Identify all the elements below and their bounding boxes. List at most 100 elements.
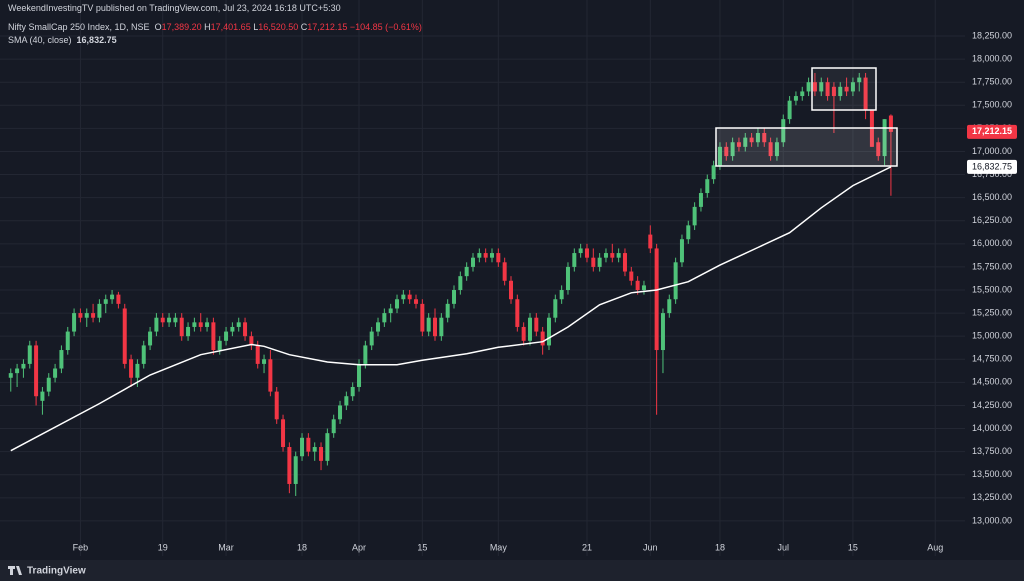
candle-body [565, 266, 570, 291]
ohlc-value: 17,212.15 [307, 22, 348, 32]
candle-body [91, 313, 96, 318]
x-tick-label: Jun [643, 542, 658, 552]
candle-body [768, 142, 773, 157]
x-tick-label: 18 [715, 542, 725, 552]
x-tick-label: Apr [352, 542, 366, 552]
candle-body [15, 368, 20, 374]
y-tick-label: 15,250.00 [972, 307, 1012, 317]
candle-body [369, 331, 374, 346]
x-tick-label: 18 [297, 542, 307, 552]
candle-body [40, 391, 45, 401]
candle-body [420, 303, 425, 332]
last-price-badge [967, 124, 1017, 139]
candle-body [293, 456, 298, 484]
candle-body [179, 317, 184, 337]
candle-body [819, 82, 824, 92]
candle-body [489, 253, 494, 258]
candle-body [382, 313, 387, 323]
candle-body [53, 368, 58, 378]
candle-body [755, 132, 760, 143]
y-tick-label: 16,750.00 [972, 169, 1012, 179]
ohlc-values: O17,389.20 H17,401.65 L16,520.50 C17,212… [155, 22, 350, 32]
overlay: 13,000.00 13,250.00 13,500.00 13,750.00 14,0… [73, 30, 1017, 552]
candle-body [521, 326, 526, 341]
candle-body [527, 317, 532, 341]
footer-brand: TradingView [27, 566, 86, 577]
candle-body [888, 115, 893, 132]
ohlc-value: 17,389.20 [161, 22, 202, 32]
x-tick-label: Aug [927, 542, 943, 552]
candle-body [825, 82, 830, 97]
candle-body [673, 262, 678, 300]
candle-body [274, 391, 279, 420]
candle-body [103, 299, 108, 304]
candle-body [610, 253, 615, 258]
y-tick-label: 13,500.00 [972, 469, 1012, 479]
candle-body [762, 132, 767, 143]
candle-body [154, 317, 159, 332]
y-tick-label: 15,000.00 [972, 331, 1012, 341]
candle-body [515, 299, 520, 327]
candle-body [857, 77, 862, 83]
candle-body [21, 363, 26, 369]
candle-body [781, 119, 786, 143]
footer-bar [0, 560, 1024, 581]
candle-body [122, 308, 127, 364]
candle-body [395, 299, 400, 309]
candle-body [312, 447, 317, 452]
candle-body [584, 248, 589, 258]
candle-body [844, 86, 849, 92]
candle-body [27, 345, 32, 364]
candle-body [724, 146, 729, 157]
candle-body [591, 257, 596, 267]
ohlc-label: C [300, 22, 308, 32]
candle-body [686, 225, 691, 240]
candle-body [717, 146, 722, 166]
candle-body [78, 313, 83, 318]
candle-body [205, 322, 210, 327]
candle-body [850, 82, 855, 92]
candle-body [496, 253, 501, 263]
candle-body [660, 313, 665, 351]
candle-body [736, 142, 741, 147]
candle-body [407, 294, 412, 300]
candle-body [882, 119, 887, 157]
candle-body [236, 322, 241, 327]
candle-body [705, 179, 710, 194]
candle-body [135, 363, 140, 378]
candle-body [546, 317, 551, 346]
candle-body [464, 266, 469, 277]
candle-body [306, 437, 311, 452]
candle-body [433, 317, 438, 337]
top-box [811, 67, 877, 111]
y-tick-label: 14,250.00 [972, 400, 1012, 410]
x-tick-label: 21 [582, 542, 592, 552]
y-tick-label: 18,000.00 [972, 53, 1012, 63]
candle-body [648, 234, 653, 249]
candle-body [388, 308, 393, 314]
candle-body [654, 248, 659, 351]
y-tick-label: 18,250.00 [972, 30, 1012, 40]
candle-body [711, 165, 716, 180]
candle-body [46, 377, 51, 392]
y-tick-label: 13,000.00 [972, 515, 1012, 525]
candle-body [800, 91, 805, 97]
candle-body [167, 317, 172, 323]
candle-body [667, 299, 672, 314]
candle-body [116, 294, 121, 304]
candle-body [439, 317, 444, 337]
candle-body [414, 299, 419, 304]
sma-line [10, 166, 892, 452]
logo [8, 566, 22, 575]
candle-body [331, 419, 336, 434]
candle-body [217, 340, 222, 351]
candle-body [325, 433, 330, 461]
symbol-title: Nifty SmallCap 250 Index, 1D, NSE [8, 22, 150, 32]
candle-body [65, 331, 70, 351]
candle-body [572, 253, 577, 267]
ohlc-label: L [253, 22, 259, 32]
candle-body [812, 82, 817, 92]
candle-body [84, 313, 89, 318]
candle-body [477, 253, 482, 258]
candle-body [471, 257, 476, 267]
